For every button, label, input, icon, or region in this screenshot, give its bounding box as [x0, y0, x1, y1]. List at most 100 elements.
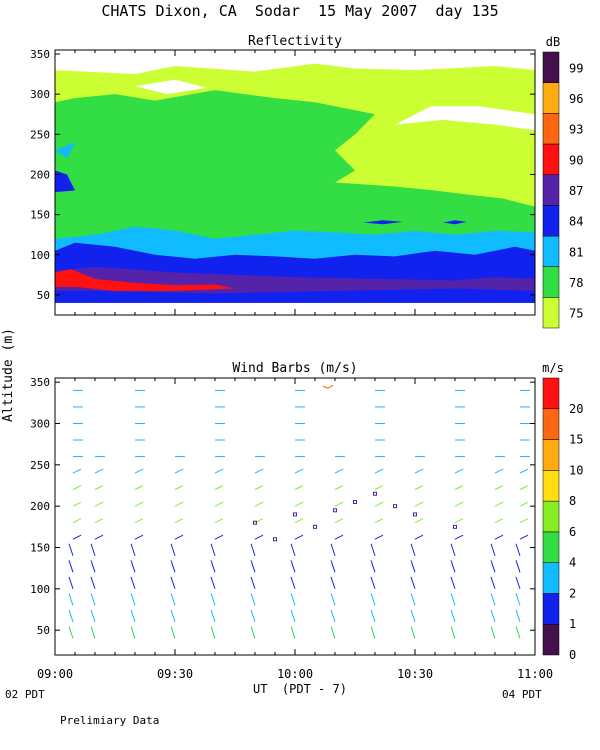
y-tick-label: 350 — [30, 48, 50, 61]
wind-barb — [94, 468, 104, 474]
colorbar-swatch — [542, 51, 560, 83]
wind-calm-marker — [273, 537, 277, 542]
wind-barb — [450, 576, 456, 590]
y-tick-label: 300 — [30, 417, 50, 430]
wind-barb — [250, 609, 256, 623]
wind-calm-marker — [353, 500, 357, 505]
wind-barb — [374, 501, 384, 507]
wind-barb — [130, 543, 136, 556]
wind-barb — [370, 560, 376, 573]
colorbar-swatch — [542, 439, 560, 471]
wind-barb — [519, 534, 529, 540]
wind-barb — [250, 576, 256, 590]
wind-barb — [494, 468, 504, 474]
wind-barb — [370, 609, 376, 623]
y-axis-label: Altitude (m) — [1, 328, 16, 422]
wind-barb — [68, 626, 74, 639]
wind-barb — [334, 485, 344, 491]
wind-barb — [334, 468, 344, 474]
layer-90 — [55, 269, 235, 291]
wind-barb — [68, 560, 74, 573]
colorbar-swatch — [542, 623, 560, 656]
wind-barb — [254, 534, 264, 540]
colorbar-label: 99 — [569, 61, 583, 75]
wind-barb — [134, 485, 144, 491]
wind-barb — [330, 560, 336, 573]
wind-calm-marker — [373, 491, 377, 496]
wind-barb — [170, 576, 176, 590]
y-tick-label: 250 — [30, 128, 50, 141]
wind-barb — [450, 609, 456, 623]
wind-barb — [519, 468, 529, 474]
wind-calm-marker — [293, 512, 297, 517]
wind-barb — [290, 560, 296, 573]
wind-barb — [90, 560, 96, 573]
y-tick-label: 150 — [30, 209, 50, 222]
colorbar-label: 75 — [569, 307, 583, 321]
wind-barb — [450, 626, 456, 639]
preliminary-note: Prelimiary Data — [60, 714, 160, 727]
wind-barb — [374, 485, 384, 491]
wind-barb — [374, 518, 384, 524]
wind-barb — [330, 576, 336, 590]
wind-barb — [490, 576, 496, 590]
hole-2 — [395, 106, 535, 131]
wind-barb — [94, 485, 104, 491]
wind-barb — [134, 501, 144, 507]
colorbar-swatch — [542, 377, 560, 410]
y-tick-label: 50 — [37, 289, 50, 302]
wind-barb — [334, 534, 344, 540]
wind-barb — [290, 543, 296, 556]
wind-barb — [174, 468, 184, 474]
wind-barb — [130, 609, 136, 623]
wind-barb — [294, 468, 304, 474]
wind-calm-marker — [313, 524, 317, 529]
wind-barb — [370, 543, 376, 556]
wind-barb — [414, 534, 424, 540]
wind-barb — [490, 560, 496, 573]
local-time-end: 04 PDT — [502, 688, 542, 701]
colorbar-unit: m/s — [542, 361, 564, 375]
wind-barb — [454, 468, 464, 474]
wind-barb — [515, 576, 521, 590]
wind-barb — [374, 534, 384, 540]
wind-barb — [254, 485, 264, 491]
colorbar-label: 96 — [569, 92, 583, 106]
wind-barb — [170, 543, 176, 556]
wind-calm-marker — [333, 508, 337, 513]
colorbar-label: 8 — [569, 494, 576, 508]
wind-barb — [130, 576, 136, 590]
wind-barb — [90, 576, 96, 590]
wind-barb — [72, 534, 82, 540]
wind-barb — [334, 501, 344, 507]
wind-barb — [294, 534, 304, 540]
wind-barb — [250, 626, 256, 639]
wind-barb — [410, 609, 416, 623]
y-tick-label: 350 — [30, 376, 50, 389]
wind-barb — [72, 468, 82, 474]
wind-barb — [90, 593, 96, 606]
y-tick-label: 200 — [30, 168, 50, 181]
wind-barb — [450, 593, 456, 606]
wind-calm-marker — [413, 512, 417, 517]
wind-barb — [254, 468, 264, 474]
reflectivity-chart: 50 100 150 200 250 300 350 Reflectivity 75 78 81 84… — [30, 34, 583, 329]
x-axis-label: UT (PDT - 7) — [253, 682, 347, 696]
wind-barb — [210, 576, 216, 590]
colorbar-label: 6 — [569, 525, 576, 539]
wind-barb — [214, 468, 224, 474]
wind-barb — [170, 626, 176, 639]
wind-barb — [414, 485, 424, 491]
local-time-start: 02 PDT — [5, 688, 45, 701]
wind-barb — [130, 593, 136, 606]
wind-barb — [214, 518, 224, 524]
y-tick-label: 150 — [30, 542, 50, 555]
colorbar-swatch — [542, 531, 560, 563]
wind-barb — [130, 626, 136, 639]
wind-barb — [374, 468, 384, 474]
wind-barb — [174, 534, 184, 540]
wind-barb — [410, 576, 416, 590]
y-tick-label: 200 — [30, 500, 50, 513]
wind-barb — [210, 626, 216, 639]
